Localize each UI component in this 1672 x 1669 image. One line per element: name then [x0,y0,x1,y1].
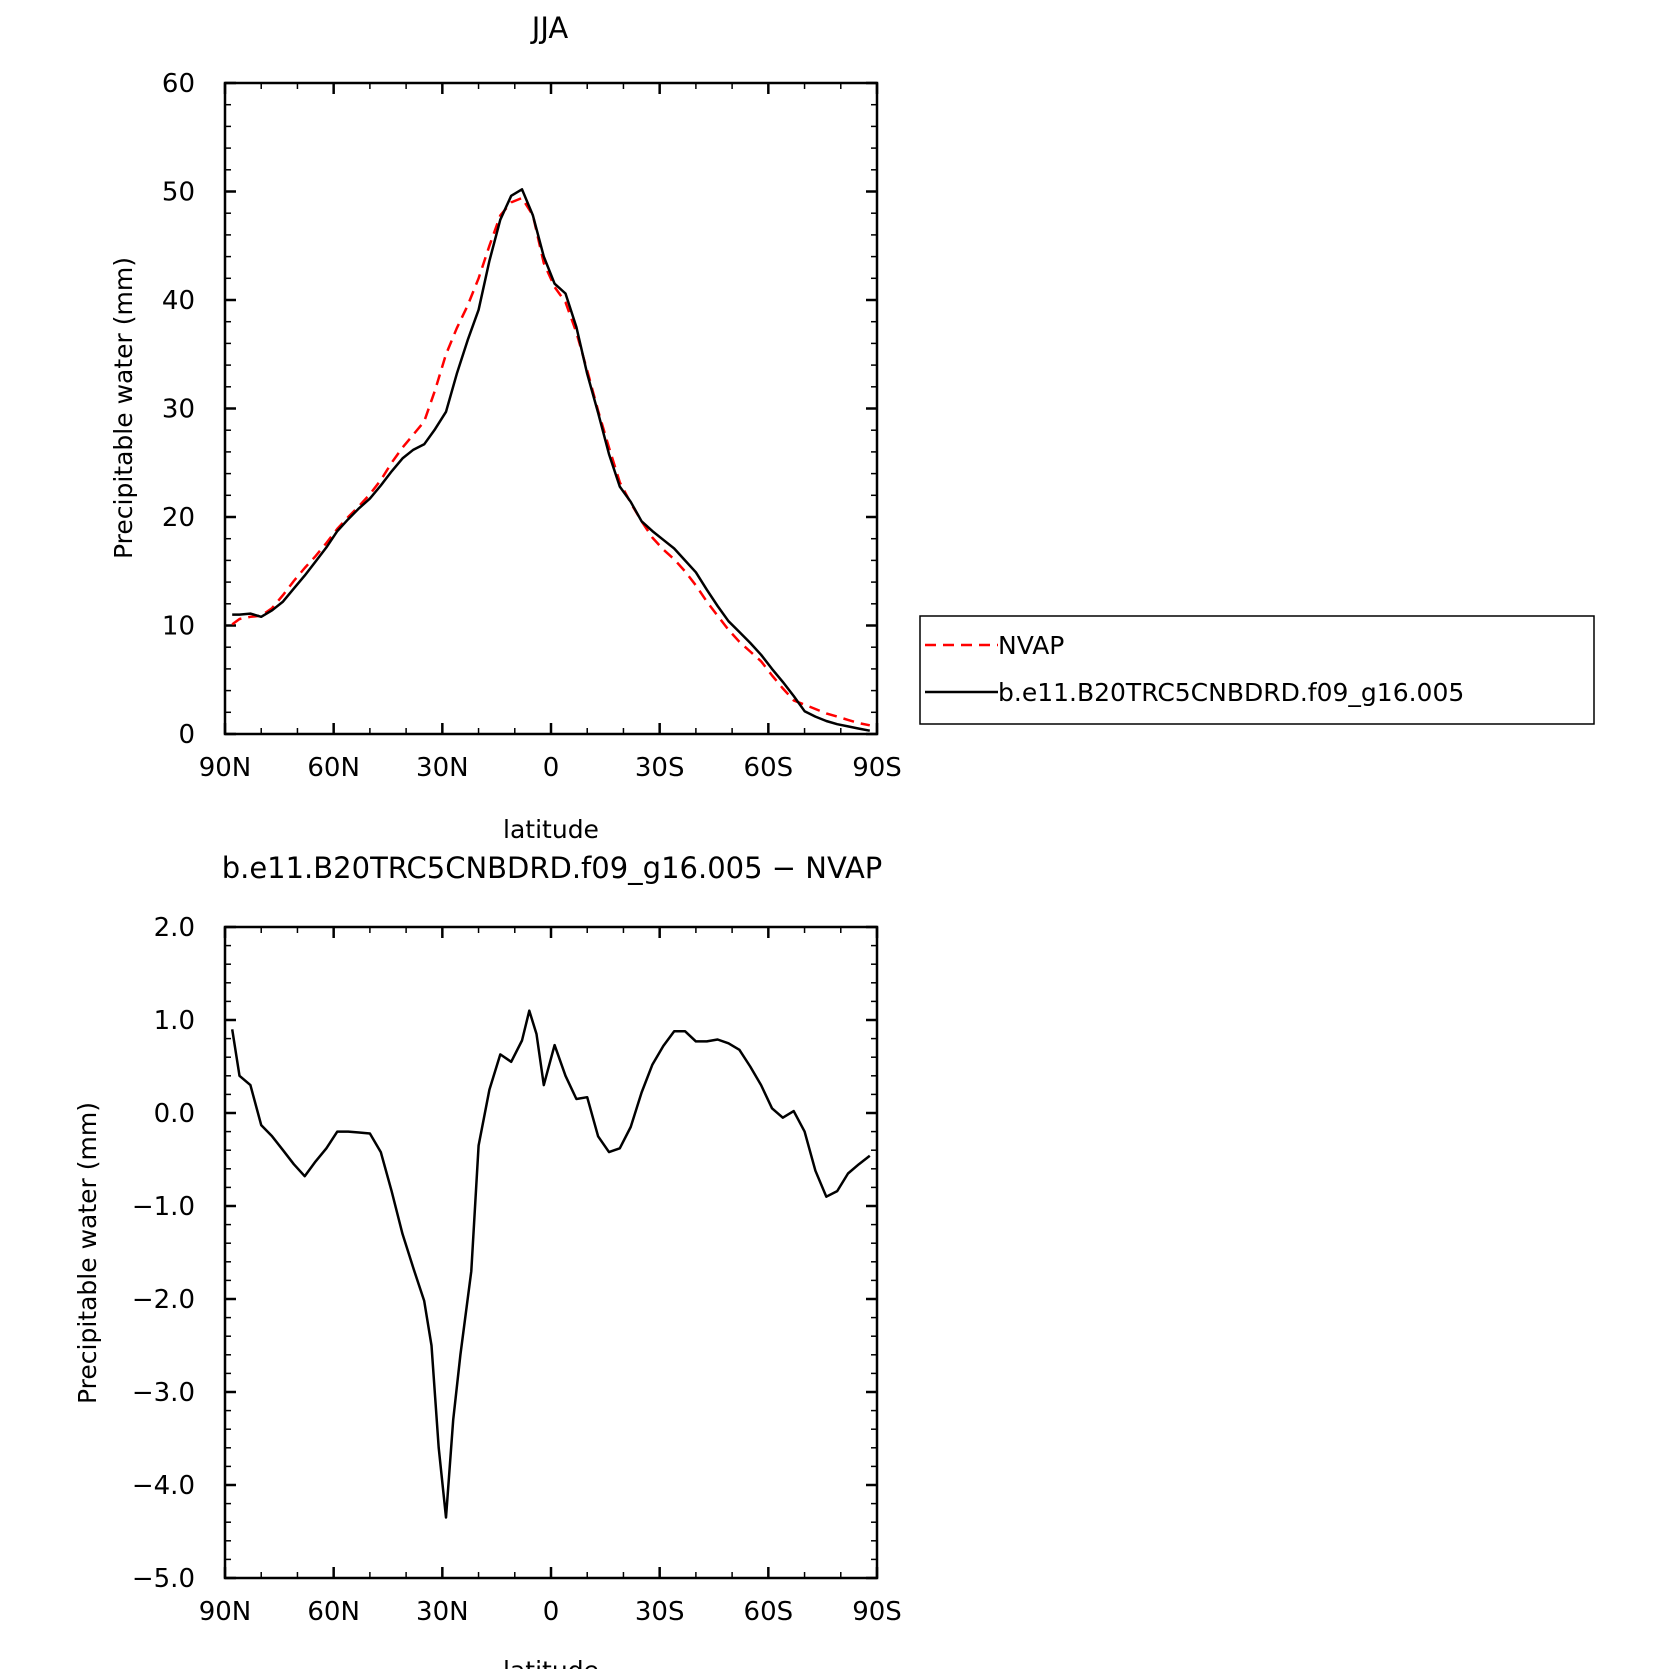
x-tick-label: 60S [744,1597,794,1627]
precipitable-water-chart: JJA 90N 60N 30N 0 30S 60S 90S 0 10 20 30 40 50 60 lat… [109,11,1595,844]
legend-label-nvap: NVAP [998,631,1064,660]
y-tick-label: 0 [178,720,195,750]
x-tick-label: 30N [416,753,469,783]
series-line-b-e11-b20trc5cnbdrd-f09-g16-005 [232,188,871,732]
y-tick-label: 40 [162,286,195,316]
y-tick-label: 30 [162,395,195,425]
x-tick-label: 60N [307,1597,360,1627]
x-tick-label: 90N [199,1597,252,1627]
chart-title: b.e11.B20TRC5CNBDRD.f09_g16.005 − NVAP [222,851,883,885]
legend-box [919,615,1595,725]
x-tick-label: 30S [635,753,685,783]
chart-title: JJA [530,11,569,45]
x-tick-label: 30N [416,1597,469,1627]
y-tick-label: −2.0 [132,1285,195,1315]
y-tick-label: 20 [162,503,195,533]
x-tick-label: 60S [744,753,794,783]
plot-frame [223,925,879,1580]
series-line-difference [230,1009,871,1519]
x-tick-label: 90N [199,753,252,783]
y-axis-label: Precipitable water (mm) [73,1102,102,1404]
x-tick-label: 60N [307,753,360,783]
x-tick-label: 90S [852,1597,902,1627]
y-tick-label: 0.0 [154,1099,195,1129]
x-tick-label: 30S [635,1597,685,1627]
legend: NVAP b.e11.B20TRC5CNBDRD.f09_g16.005 [919,615,1595,725]
y-tick-label: −5.0 [132,1564,195,1594]
y-tick-label: −3.0 [132,1378,195,1408]
x-tick-label: 0 [543,753,560,783]
series-lines [230,1009,871,1519]
y-tick-label: 60 [162,69,195,99]
x-axis-label: latitude [503,815,599,844]
x-axis-label: latitude [503,1656,599,1669]
axis-ticks: 90N 60N 30N 0 30S 60S 90S 0 10 20 30 40 50 60 [162,69,902,783]
axis-ticks: 90N 60N 30N 0 30S 60S 90S −5.0 −4.0 −3.0 −2.0 −1.0 0… [132,913,902,1627]
y-tick-label: 1.0 [154,1006,195,1036]
plot-frame [223,81,879,736]
x-tick-label: 0 [543,1597,560,1627]
y-tick-label: 10 [162,612,195,642]
y-tick-label: −1.0 [132,1192,195,1222]
y-tick-label: 50 [162,178,195,208]
y-tick-label: −4.0 [132,1471,195,1501]
series-lines [231,188,871,732]
y-axis-label: Precipitable water (mm) [109,257,138,559]
legend-label-model: b.e11.B20TRC5CNBDRD.f09_g16.005 [998,678,1464,707]
difference-chart: b.e11.B20TRC5CNBDRD.f09_g16.005 − NVAP 9… [73,851,902,1669]
x-tick-label: 90S [852,753,902,783]
series-line-nvap [231,196,871,727]
y-tick-label: 2.0 [154,913,195,943]
